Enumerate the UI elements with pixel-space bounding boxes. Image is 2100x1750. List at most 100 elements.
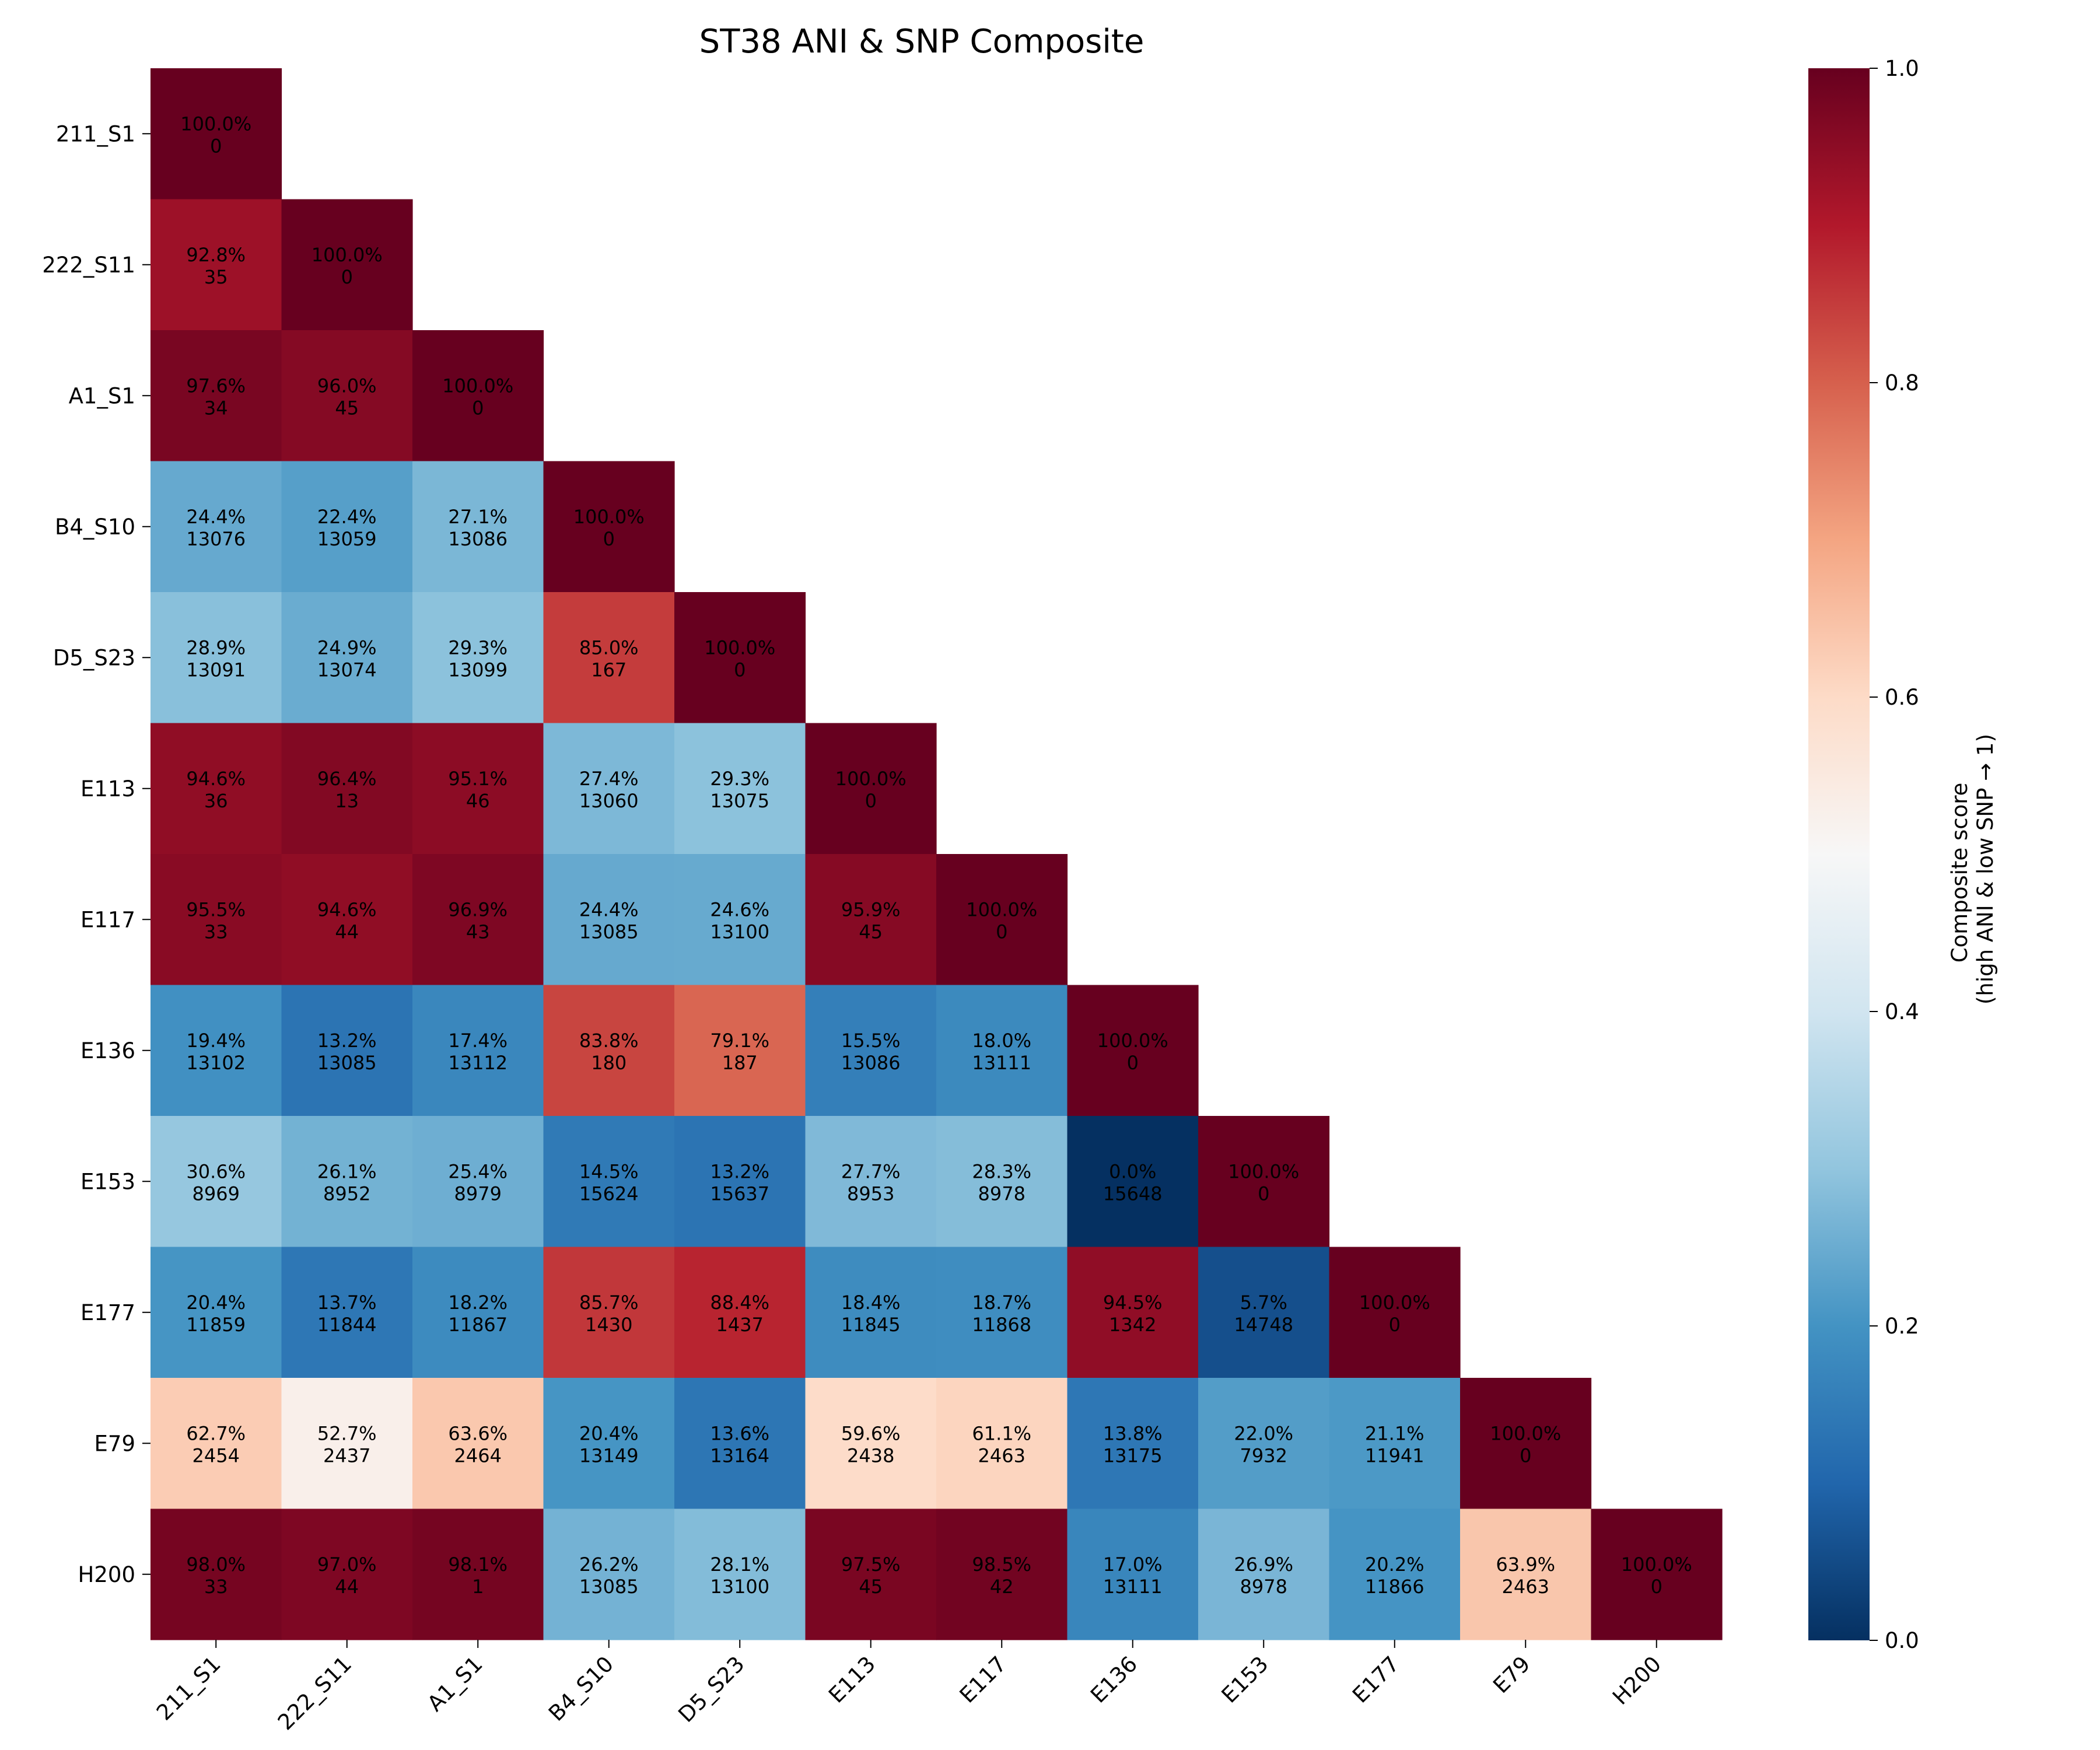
cell-composite-label: 92.8% <box>186 244 246 266</box>
cell-snp-label: 45 <box>335 397 359 419</box>
cell-composite-label: 96.4% <box>317 768 377 790</box>
heatmap-cell <box>543 461 675 593</box>
cell-composite-label: 28.3% <box>972 1160 1031 1182</box>
cell-composite-label: 20.2% <box>1365 1553 1424 1576</box>
col-tick-label: 211_S1 <box>152 1651 226 1726</box>
heatmap-cell <box>281 723 413 855</box>
heatmap-cell <box>936 854 1068 986</box>
heatmap-cell <box>543 985 675 1116</box>
cell-snp-label: 1430 <box>585 1314 632 1336</box>
cell-composite-label: 94.6% <box>186 768 246 790</box>
row-tick-label: 211_S1 <box>56 121 135 146</box>
heatmap-cell <box>1329 1247 1461 1378</box>
cell-snp-label: 13112 <box>448 1052 508 1074</box>
cell-snp-label: 13074 <box>317 659 377 681</box>
col-tick-label: E153 <box>1217 1651 1273 1708</box>
cell-snp-label: 13111 <box>972 1052 1031 1074</box>
cell-snp-label: 0 <box>210 135 222 157</box>
colorbar: 0.0 0.2 0.4 0.6 0.8 1.0 Composite score (high… <box>1808 56 1998 1653</box>
cell-composite-label: 24.6% <box>710 898 769 921</box>
cell-composite-label: 15.5% <box>841 1030 901 1052</box>
cell-composite-label: 26.9% <box>1234 1553 1293 1576</box>
row-tick-label: E177 <box>80 1300 135 1325</box>
cell-composite-label: 97.0% <box>317 1553 377 1576</box>
heatmap-cell <box>674 1247 806 1378</box>
cell-snp-label: 0 <box>1258 1182 1269 1205</box>
cell-composite-label: 95.9% <box>841 898 901 921</box>
cell-composite-label: 18.4% <box>841 1292 901 1314</box>
heatmap-cell <box>543 854 675 986</box>
col-tick-label: E177 <box>1348 1651 1404 1708</box>
colorbar-tick-label: 0.2 <box>1885 1314 1919 1339</box>
heatmap-cell <box>412 330 544 462</box>
cell-snp-label: 13175 <box>1103 1444 1163 1466</box>
cell-snp-label: 2463 <box>978 1444 1026 1466</box>
heatmap-cell <box>1460 1508 1592 1640</box>
cell-composite-label: 85.0% <box>579 636 639 659</box>
cell-snp-label: 13099 <box>448 659 508 681</box>
col-tick-label: E117 <box>955 1651 1012 1708</box>
cell-snp-label: 8978 <box>978 1182 1026 1205</box>
cell-snp-label: 7932 <box>1240 1444 1287 1466</box>
colorbar-tick-label: 0.0 <box>1885 1628 1919 1653</box>
cell-composite-label: 14.5% <box>579 1160 639 1182</box>
cell-snp-label: 8969 <box>192 1182 240 1205</box>
cell-snp-label: 13086 <box>841 1052 901 1074</box>
cell-snp-label: 13100 <box>710 921 769 943</box>
heatmap-cell <box>674 723 806 855</box>
heatmap-cell <box>543 592 675 724</box>
cell-snp-label: 11868 <box>972 1314 1031 1336</box>
cell-snp-label: 0 <box>734 659 746 681</box>
colorbar-tick-label: 1.0 <box>1885 56 1919 81</box>
cell-snp-label: 15624 <box>579 1182 639 1205</box>
heatmap-cell <box>281 1247 413 1378</box>
cell-composite-label: 95.5% <box>186 898 246 921</box>
cell-snp-label: 13085 <box>579 1576 639 1598</box>
cell-composite-label: 27.4% <box>579 768 639 790</box>
cell-snp-label: 34 <box>204 397 228 419</box>
cell-snp-label: 13 <box>335 790 359 812</box>
cell-snp-label: 8952 <box>323 1182 370 1205</box>
cell-composite-label: 100.0% <box>1359 1292 1430 1314</box>
cell-snp-label: 180 <box>591 1052 626 1074</box>
cell-snp-label: 0 <box>1520 1444 1531 1466</box>
cell-composite-label: 24.9% <box>317 636 377 659</box>
cell-snp-label: 13102 <box>186 1052 246 1074</box>
cell-snp-label: 45 <box>859 921 883 943</box>
heatmap-cell <box>1198 1508 1330 1640</box>
heatmap-cell <box>150 1247 282 1378</box>
colorbar-ticks: 0.0 0.2 0.4 0.6 0.8 1.0 <box>1870 56 1919 1653</box>
row-tick-label: E113 <box>80 776 135 802</box>
heatmap-cell <box>805 1508 937 1640</box>
cell-composite-label: 100.0% <box>1490 1422 1561 1444</box>
heatmap-cell <box>936 1508 1068 1640</box>
cell-composite-label: 96.9% <box>448 898 508 921</box>
cell-snp-label: 36 <box>204 790 228 812</box>
cell-snp-label: 35 <box>204 266 228 288</box>
cell-composite-label: 21.1% <box>1365 1422 1424 1444</box>
heatmap-cell <box>936 985 1068 1116</box>
heatmap-cell <box>281 199 413 331</box>
heatmap-cell <box>805 854 937 986</box>
heatmap-cell <box>412 1247 544 1378</box>
cell-composite-label: 18.0% <box>972 1030 1031 1052</box>
row-labels: 211_S1 222_S11 A1_S1 B4_S10 D5_S23 E113 E117 E1… <box>42 121 150 1587</box>
heatmap-cell <box>936 1247 1068 1378</box>
cell-snp-label: 8979 <box>454 1182 502 1205</box>
cell-composite-label: 98.1% <box>448 1553 508 1576</box>
heatmap-cell <box>543 1247 675 1378</box>
cell-snp-label: 0 <box>341 266 353 288</box>
heatmap-cell <box>674 1508 806 1640</box>
cell-composite-label: 27.1% <box>448 506 508 528</box>
heatmap-cell <box>150 985 282 1116</box>
cell-snp-label: 2438 <box>847 1444 894 1466</box>
cell-composite-label: 62.7% <box>186 1422 246 1444</box>
cell-composite-label: 98.5% <box>972 1553 1031 1576</box>
heatmap-cell <box>674 1116 806 1248</box>
heatmap-cell <box>150 854 282 986</box>
heatmap-cell <box>281 1116 413 1248</box>
cell-composite-label: 27.7% <box>841 1160 901 1182</box>
cell-snp-label: 1437 <box>716 1314 764 1336</box>
cell-snp-label: 11844 <box>317 1314 377 1336</box>
heatmap-cell <box>1198 1116 1330 1248</box>
